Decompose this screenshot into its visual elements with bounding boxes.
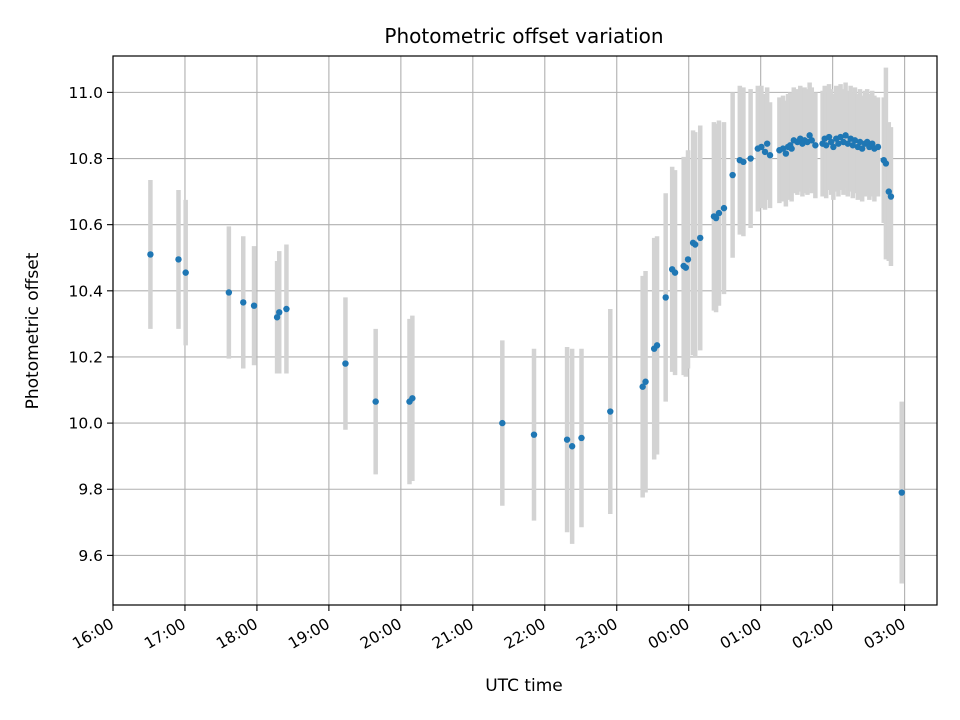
data-point	[671, 269, 679, 276]
data-point	[147, 251, 154, 258]
data-point	[276, 309, 283, 316]
data-point	[747, 155, 754, 162]
y-tick-label: 10.2	[68, 348, 103, 366]
data-point	[499, 419, 506, 427]
data-point	[874, 143, 882, 151]
data-point	[806, 132, 813, 139]
data-point	[822, 142, 830, 149]
data-point	[715, 209, 723, 217]
data-point	[788, 145, 795, 152]
y-axis-ticks: 9.6 9.8 10.0 10.2 10.4 10.6 10.8 11.0	[68, 84, 113, 565]
data-point	[830, 143, 837, 151]
data-point	[642, 378, 649, 385]
data-point	[250, 302, 258, 309]
data-point	[782, 150, 790, 157]
data-point	[691, 241, 699, 248]
data-point	[283, 305, 290, 313]
y-tick-label: 10.6	[68, 216, 103, 234]
data-point	[175, 256, 182, 263]
data-point	[825, 133, 833, 141]
data-point	[662, 294, 669, 301]
x-axis-label: UTC time	[485, 676, 563, 696]
data-point	[856, 138, 864, 146]
data-point	[729, 171, 736, 179]
data-point	[682, 264, 690, 271]
y-tick-label: 10.8	[68, 150, 103, 168]
y-tick-label: 9.8	[78, 481, 103, 499]
data-point	[342, 360, 349, 367]
data-point	[835, 140, 842, 147]
data-point	[607, 408, 614, 415]
data-point	[225, 289, 233, 296]
data-point	[828, 138, 835, 146]
data-point	[639, 383, 646, 390]
data-point	[851, 137, 859, 144]
data-point	[372, 398, 379, 405]
data-point	[812, 142, 819, 149]
data-point	[885, 188, 892, 195]
data-point	[578, 434, 585, 442]
data-point	[720, 204, 728, 212]
y-axis-label: Photometric offset	[23, 252, 43, 409]
data-point	[766, 152, 774, 159]
data-point	[898, 489, 905, 496]
data-point	[697, 234, 704, 242]
data-point	[240, 299, 247, 306]
data-point	[684, 256, 692, 263]
data-point	[653, 342, 661, 349]
data-point	[182, 269, 189, 276]
data-point	[568, 443, 576, 450]
data-point	[530, 431, 538, 438]
data-point	[740, 158, 747, 166]
data-point	[563, 436, 571, 443]
data-point	[712, 214, 720, 222]
y-tick-label: 9.6	[78, 547, 103, 565]
data-point	[869, 140, 876, 147]
data-point	[763, 140, 771, 147]
data-point	[849, 142, 857, 149]
data-point	[863, 138, 871, 146]
y-tick-label: 10.0	[68, 415, 103, 433]
data-point	[409, 395, 416, 402]
data-point	[882, 160, 890, 167]
data-point	[273, 314, 281, 321]
data-point	[837, 133, 844, 141]
y-tick-label: 10.4	[68, 282, 103, 300]
data-point	[808, 137, 815, 144]
data-point	[887, 193, 895, 200]
data-points	[147, 132, 905, 496]
data-point	[761, 148, 769, 156]
data-point	[779, 145, 787, 152]
data-point	[844, 140, 851, 147]
data-point	[858, 145, 866, 152]
plot-frame	[112, 55, 938, 606]
data-point	[842, 132, 849, 139]
chart-title: Photometric offset variation	[384, 24, 663, 48]
y-tick-label: 11.0	[68, 84, 103, 102]
data-point	[758, 143, 765, 151]
